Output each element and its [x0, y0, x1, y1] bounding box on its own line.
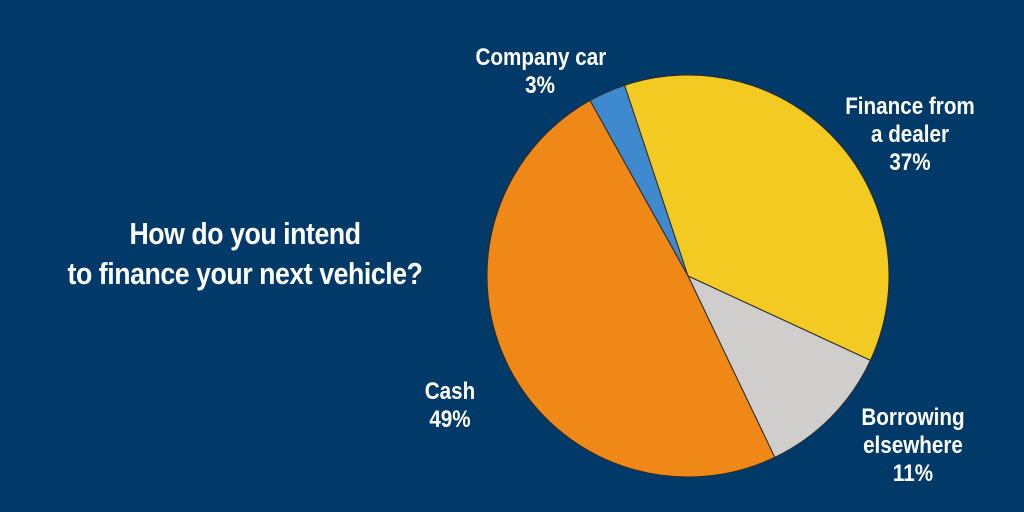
- label-finance-dealer: Finance from a dealer 37%: [841, 93, 979, 177]
- slice-label-finance-dealer-1: Finance from: [845, 93, 975, 120]
- pie-slice-cash: [486, 99, 776, 478]
- slice-value-borrowing: 11%: [892, 460, 934, 487]
- chart-title: How do you intend to finance your next v…: [52, 214, 439, 294]
- label-borrowing-elsewhere: Borrowing elsewhere 11%: [853, 404, 973, 488]
- pie-slice-borrowing-elsewhere: [686, 274, 872, 458]
- slice-label-company-car: Company car: [475, 44, 607, 71]
- label-cash: Cash 49%: [416, 378, 485, 434]
- slice-label-borrowing-2: elsewhere: [863, 432, 963, 459]
- slice-label-borrowing-1: Borrowing: [861, 404, 965, 431]
- slice-label-cash: Cash: [424, 378, 476, 405]
- slice-value-finance-dealer: 37%: [889, 149, 931, 176]
- slice-label-finance-dealer-2: a dealer: [870, 121, 950, 148]
- slice-value-company-car: 3%: [525, 72, 555, 99]
- chart-title-line-1: How do you intend: [129, 216, 361, 251]
- chart-title-line-2: to finance your next vehicle?: [67, 256, 423, 291]
- slice-value-cash: 49%: [429, 406, 471, 433]
- label-company-car: Company car 3%: [475, 44, 607, 100]
- pie-slice-finance-dealer: [624, 74, 890, 362]
